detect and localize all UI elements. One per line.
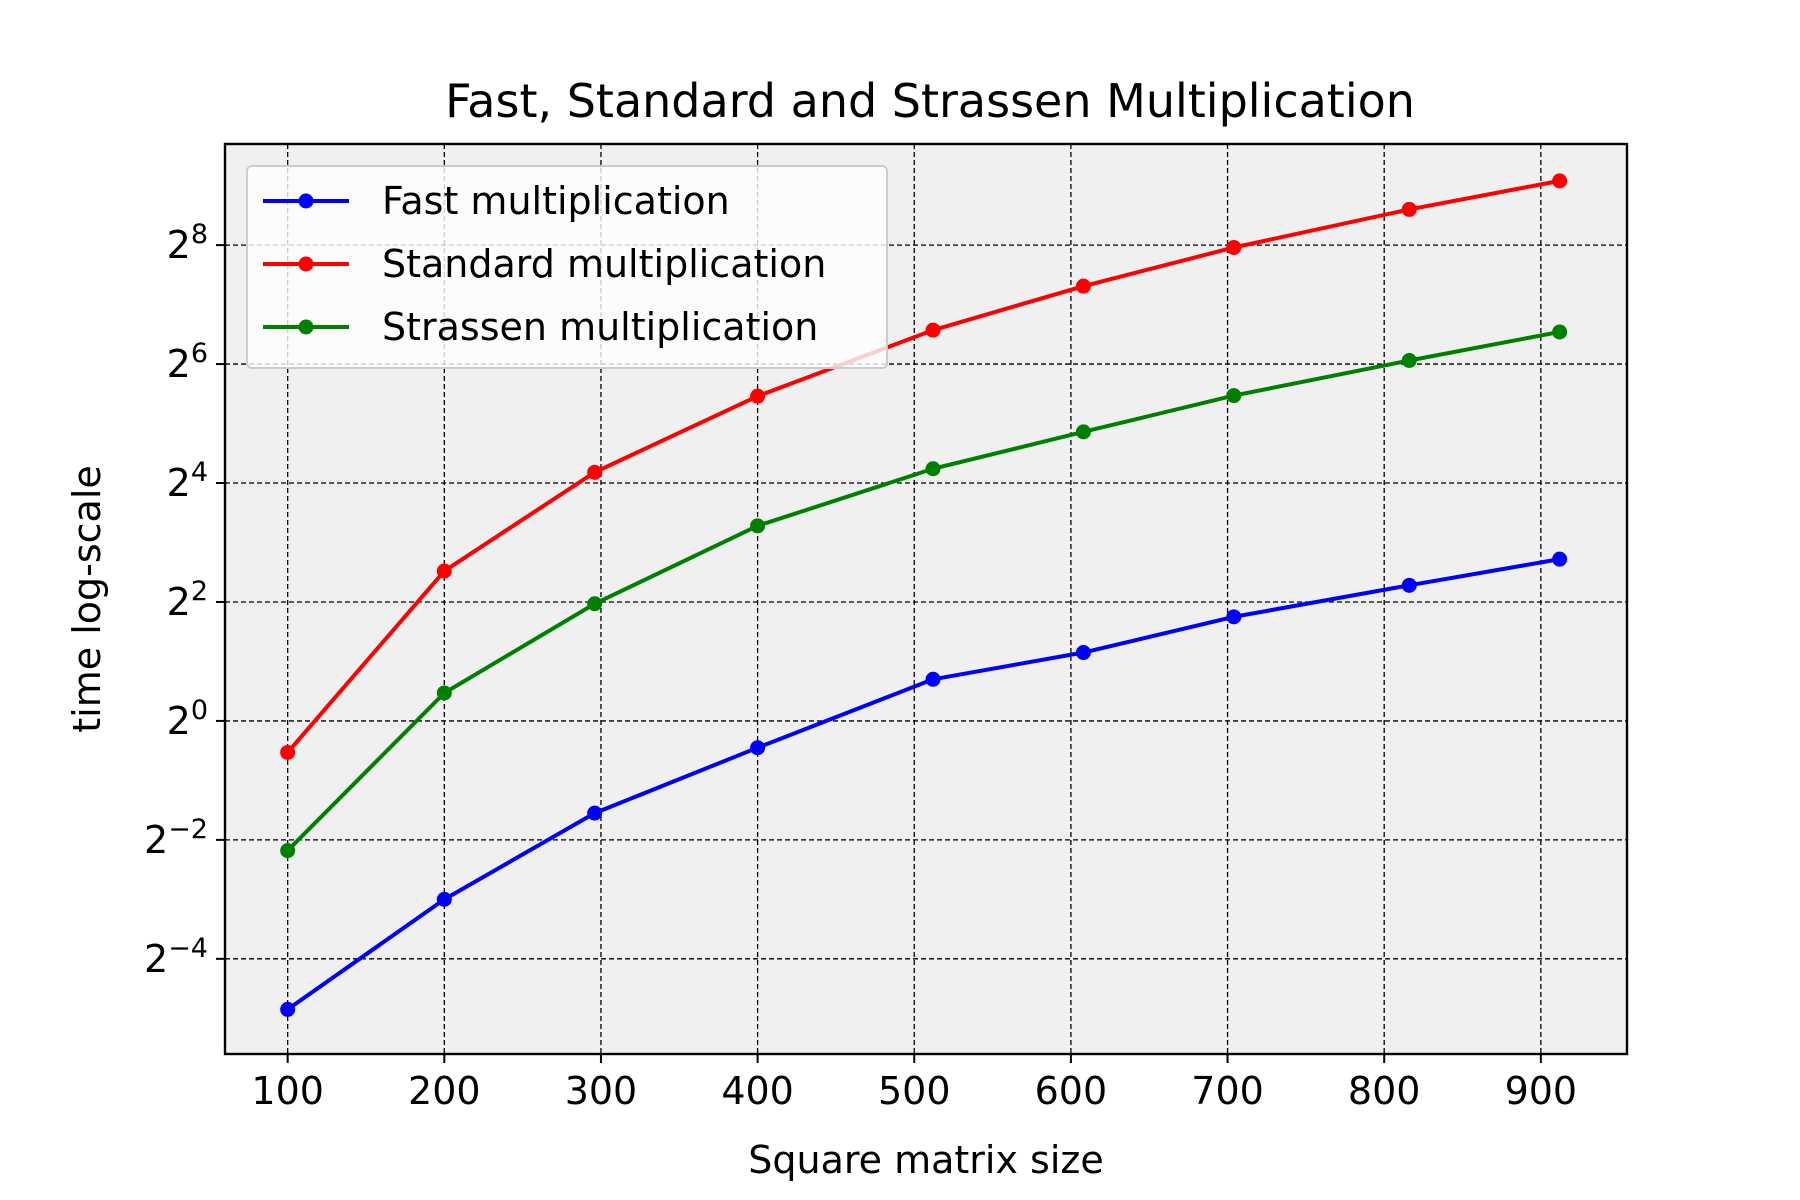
- x-tick-label: 700: [1191, 1069, 1264, 1113]
- legend-item: Fast multiplication: [263, 179, 730, 223]
- x-tick-label: 900: [1505, 1069, 1578, 1113]
- data-point: [436, 685, 452, 701]
- y-tick-label: 26: [167, 338, 208, 386]
- data-point: [925, 461, 941, 477]
- legend-item: Strassen multiplication: [263, 305, 818, 349]
- data-point: [1075, 645, 1091, 661]
- data-point: [436, 891, 452, 907]
- data-point: [280, 843, 296, 859]
- legend-label: Standard multiplication: [382, 242, 826, 286]
- y-tick-label: 2−2: [144, 814, 208, 862]
- data-point: [750, 740, 766, 756]
- series-layer: [280, 173, 1568, 1017]
- data-point: [1401, 352, 1417, 368]
- y-axis-label: time log-scale: [65, 465, 109, 732]
- data-point: [925, 322, 941, 338]
- x-tick-label: 100: [251, 1069, 324, 1113]
- data-point: [587, 596, 603, 612]
- legend-item: Standard multiplication: [263, 242, 826, 286]
- x-tick-label: 300: [565, 1069, 638, 1113]
- y-tick-label: 24: [167, 457, 208, 505]
- y-tick-label: 22: [167, 576, 208, 624]
- data-point: [280, 744, 296, 760]
- legend-marker: [298, 319, 314, 335]
- data-point: [436, 563, 452, 579]
- y-axis-ticks: 2−4 2−2 20 22 24 26 28: [144, 219, 225, 981]
- data-point: [1552, 324, 1568, 340]
- chart-title: Fast, Standard and Strassen Multiplicati…: [445, 74, 1415, 128]
- x-tick-label: 200: [408, 1069, 481, 1113]
- data-point: [1226, 609, 1242, 625]
- legend-marker: [298, 193, 314, 209]
- legend: Fast multiplication Standard multiplicati…: [246, 165, 888, 369]
- y-tick-label: 20: [167, 695, 208, 743]
- data-point: [1401, 201, 1417, 217]
- y-tick-label: 28: [167, 219, 208, 267]
- series-strassen-multiplication: [280, 324, 1568, 859]
- x-tick-label: 600: [1035, 1069, 1108, 1113]
- x-axis-ticks: 100 200 300 400 500 600 700 800 900: [251, 1054, 1577, 1113]
- data-point: [1075, 424, 1091, 440]
- data-point: [1226, 239, 1242, 255]
- plot-frame: [223, 142, 1629, 1056]
- data-point: [1226, 388, 1242, 404]
- legend-box: [246, 165, 888, 369]
- x-tick-label: 800: [1348, 1069, 1421, 1113]
- data-point: [587, 805, 603, 821]
- data-point: [1552, 173, 1568, 189]
- data-point: [1401, 577, 1417, 593]
- data-point: [280, 1001, 296, 1017]
- series-fast-multiplication: [280, 551, 1568, 1017]
- legend-label: Fast multiplication: [382, 179, 730, 223]
- x-tick-label: 500: [878, 1069, 951, 1113]
- data-point: [925, 671, 941, 687]
- data-point: [750, 518, 766, 534]
- y-tick-label: 2−4: [144, 933, 208, 981]
- data-point: [1075, 278, 1091, 294]
- legend-label: Strassen multiplication: [382, 305, 818, 349]
- data-point: [587, 464, 603, 480]
- x-tick-label: 400: [721, 1069, 794, 1113]
- data-point: [1552, 551, 1568, 567]
- x-axis-label: Square matrix size: [748, 1138, 1104, 1182]
- series-standard-multiplication: [280, 173, 1568, 760]
- legend-marker: [298, 256, 314, 272]
- data-point: [750, 388, 766, 404]
